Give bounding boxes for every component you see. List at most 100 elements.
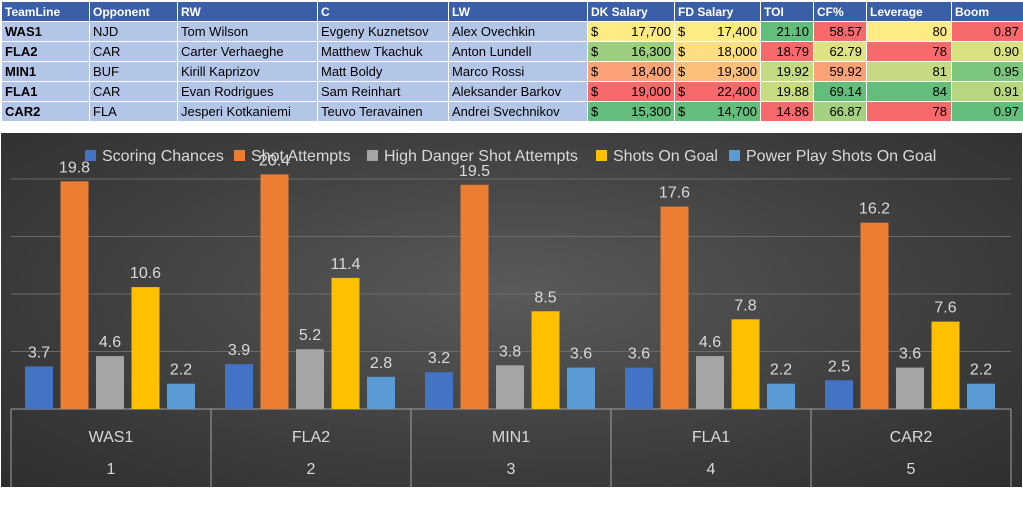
legend-swatch — [85, 150, 96, 161]
data-label: 4.6 — [699, 334, 721, 351]
bar — [496, 365, 524, 409]
data-label: 17.6 — [659, 185, 690, 202]
bar — [860, 222, 889, 409]
salary-value: 22,400 — [717, 84, 757, 99]
bar — [167, 383, 195, 409]
header-fd-salary[interactable]: FD Salary — [674, 1, 761, 22]
cell-opponent: BUF — [89, 61, 178, 82]
header-lw[interactable]: LW — [448, 1, 588, 22]
data-label: 4.6 — [99, 334, 121, 351]
cell-leverage: 78 — [866, 41, 952, 62]
cell-dk-salary: $17,700 — [587, 21, 675, 42]
cell-teamline: FLA2 — [1, 41, 90, 62]
cell-fd-salary: $22,400 — [674, 81, 761, 102]
currency-symbol: $ — [591, 84, 599, 99]
header-toi[interactable]: TOI — [760, 1, 814, 22]
bar — [131, 287, 160, 409]
header-c[interactable]: C — [317, 1, 449, 22]
cell-cf: 62.79 — [813, 41, 867, 62]
cell-c: Evgeny Kuznetsov — [317, 21, 449, 42]
header-rw[interactable]: RW — [177, 1, 318, 22]
salary-value: 19,000 — [631, 84, 671, 99]
header-leverage[interactable]: Leverage — [866, 1, 952, 22]
table-row: MIN1 BUF Kirill Kaprizov Matt Boldy Marco Ro… — [1, 61, 1023, 82]
cell-toi: 19.92 — [760, 61, 814, 82]
cell-boom: 0.90 — [951, 41, 1023, 62]
table-row: FLA1 CAR Evan Rodrigues Sam Reinhart Aleksan… — [1, 81, 1023, 102]
currency-symbol: $ — [591, 44, 599, 59]
currency-symbol: $ — [591, 64, 599, 79]
cell-teamline: MIN1 — [1, 61, 90, 82]
cell-leverage: 81 — [866, 61, 952, 82]
cell-toi: 19.88 — [760, 81, 814, 102]
bar — [25, 366, 53, 409]
table-row: CAR2 FLA Jesperi Kotkaniemi Teuvo Teravaine… — [1, 101, 1023, 122]
currency-symbol: $ — [678, 24, 686, 39]
data-label: 3.9 — [228, 342, 250, 359]
salary-value: 17,400 — [717, 24, 757, 39]
data-label: 19.5 — [459, 163, 490, 180]
bar — [896, 367, 924, 409]
cell-cf: 58.57 — [813, 21, 867, 42]
data-label: 20.4 — [259, 152, 290, 169]
bar — [931, 321, 960, 409]
cell-c: Matthew Tkachuk — [317, 41, 449, 62]
currency-symbol: $ — [678, 44, 686, 59]
cell-dk-salary: $18,400 — [587, 61, 675, 82]
table-body: WAS1 NJD Tom Wilson Evgeny Kuznetsov Alex Ov… — [1, 21, 1023, 122]
header-cf-pct[interactable]: CF% — [813, 1, 867, 22]
bar — [825, 380, 853, 409]
bar — [625, 367, 653, 409]
bar — [296, 349, 324, 409]
data-label: 11.4 — [331, 256, 361, 273]
data-label: 3.6 — [570, 346, 592, 363]
salary-value: 19,300 — [717, 64, 757, 79]
cell-lw: Andrei Svechnikov — [448, 101, 588, 122]
cell-boom: 0.95 — [951, 61, 1023, 82]
header-teamline[interactable]: TeamLine — [1, 1, 90, 22]
category-number-label: 2 — [307, 461, 316, 478]
cell-lw: Marco Rossi — [448, 61, 588, 82]
cell-leverage: 80 — [866, 21, 952, 42]
cell-toi: 18.79 — [760, 41, 814, 62]
header-dk-salary[interactable]: DK Salary — [587, 1, 675, 22]
bar — [60, 181, 89, 409]
category-label: FLA1 — [692, 429, 730, 446]
cell-rw: Evan Rodrigues — [177, 81, 318, 102]
cell-teamline: WAS1 — [1, 21, 90, 42]
legend-label: Shot Attempts — [251, 148, 351, 165]
cell-toi: 21.10 — [760, 21, 814, 42]
data-label: 3.2 — [428, 350, 450, 367]
cell-rw: Tom Wilson — [177, 21, 318, 42]
category-label: CAR2 — [890, 429, 933, 446]
bar — [331, 277, 360, 409]
cell-cf: 66.87 — [813, 101, 867, 122]
bar — [225, 364, 253, 409]
data-label: 3.6 — [628, 346, 650, 363]
data-label: 19.8 — [59, 159, 90, 176]
cell-fd-salary: $19,300 — [674, 61, 761, 82]
bar — [567, 367, 595, 409]
cell-boom: 0.91 — [951, 81, 1023, 102]
bar-chart: Scoring Chances Shot Attempts High Danger … — [10, 148, 1012, 487]
salary-value: 16,300 — [631, 44, 671, 59]
legend-swatch — [234, 150, 245, 161]
bar — [425, 372, 453, 409]
lineup-table: TeamLine Opponent RW C LW DK Salary FD S… — [1, 1, 1023, 122]
data-label: 2.2 — [170, 362, 192, 379]
cell-teamline: CAR2 — [1, 101, 90, 122]
header-opponent[interactable]: Opponent — [89, 1, 178, 22]
cell-dk-salary: $15,300 — [587, 101, 675, 122]
bar — [696, 356, 724, 409]
data-label: 3.6 — [899, 346, 921, 363]
cell-c: Sam Reinhart — [317, 81, 449, 102]
legend-swatch — [596, 150, 607, 161]
salary-value: 18,400 — [631, 64, 671, 79]
legend-label: High Danger Shot Attempts — [384, 148, 578, 165]
cell-dk-salary: $16,300 — [587, 41, 675, 62]
data-label: 10.6 — [130, 265, 161, 282]
header-boom[interactable]: Boom — [951, 1, 1023, 22]
currency-symbol: $ — [678, 84, 686, 99]
currency-symbol: $ — [591, 24, 599, 39]
category-label: WAS1 — [89, 429, 134, 446]
